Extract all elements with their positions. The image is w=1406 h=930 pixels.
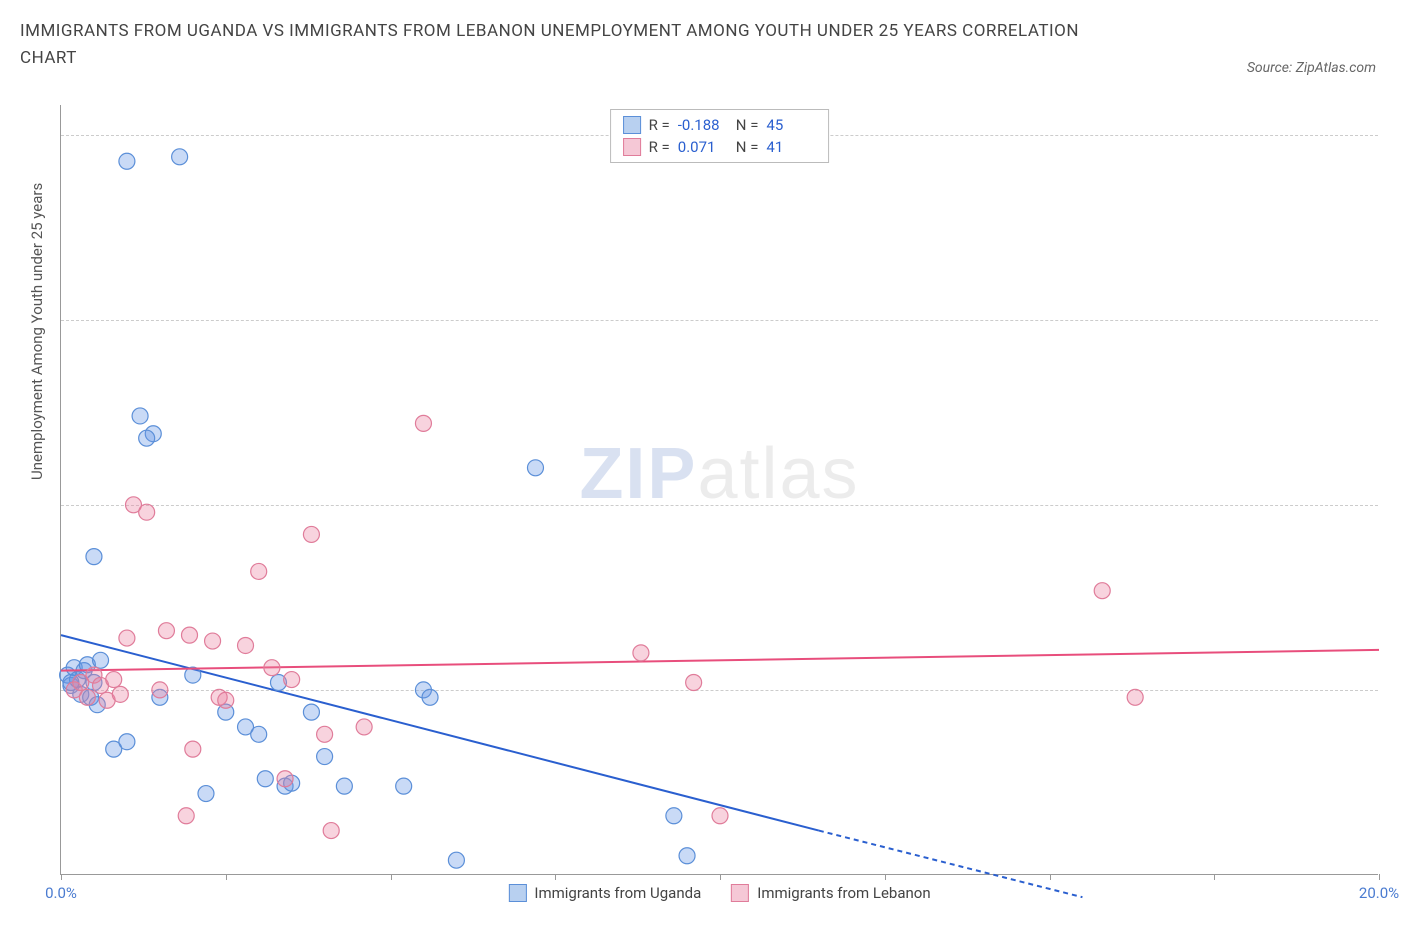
legend-swatch-lebanon-bottom <box>731 884 749 902</box>
scatter-point <box>633 645 649 661</box>
scatter-point <box>356 719 372 735</box>
legend-n-lebanon: 41 <box>766 138 816 156</box>
scatter-point <box>106 672 122 688</box>
scatter-point <box>172 149 188 165</box>
scatter-point <box>323 823 339 839</box>
chart-title: IMMIGRANTS FROM UGANDA VS IMMIGRANTS FRO… <box>20 18 1120 72</box>
scatter-point <box>317 749 333 765</box>
scatter-point <box>238 637 254 653</box>
scatter-point <box>284 672 300 688</box>
scatter-point <box>119 153 135 169</box>
scatter-point <box>257 771 273 787</box>
y-tick-label: 37.5% <box>1388 311 1406 329</box>
x-tick-label: 20.0% <box>1359 884 1399 902</box>
scatter-point <box>527 460 543 476</box>
legend-n-uganda: 45 <box>766 116 816 134</box>
y-axis-label: Unemployment Among Youth under 25 years <box>28 183 46 480</box>
scatter-point <box>666 808 682 824</box>
scatter-point <box>1094 583 1110 599</box>
legend-r-label: R = <box>649 116 670 134</box>
scatter-point <box>712 808 728 824</box>
plot-area: ZIPatlas 12.5%25.0%37.5%50.0%0.0%20.0% R… <box>60 105 1378 875</box>
scatter-point <box>396 778 412 794</box>
scatter-point <box>139 504 155 520</box>
scatter-point <box>139 430 155 446</box>
legend-row-lebanon: R = 0.071 N = 41 <box>623 136 817 158</box>
scatter-point <box>205 633 221 649</box>
scatter-point <box>86 549 102 565</box>
scatter-point <box>93 652 109 668</box>
scatter-point <box>119 734 135 750</box>
legend-item-lebanon: Immigrants from Lebanon <box>731 884 930 902</box>
legend-series: Immigrants from Uganda Immigrants from L… <box>508 884 930 902</box>
scatter-point <box>448 852 464 868</box>
scatter-point <box>422 689 438 705</box>
scatter-point <box>218 692 234 708</box>
legend-r-label: R = <box>649 138 670 156</box>
scatter-svg <box>61 105 1379 875</box>
scatter-point <box>277 771 293 787</box>
scatter-point <box>264 660 280 676</box>
scatter-point <box>686 675 702 691</box>
scatter-point <box>415 415 431 431</box>
scatter-point <box>112 686 128 702</box>
scatter-point <box>185 741 201 757</box>
scatter-point <box>198 786 214 802</box>
legend-item-uganda: Immigrants from Uganda <box>508 884 701 902</box>
scatter-point <box>317 726 333 742</box>
trend-line <box>61 650 1379 671</box>
scatter-point <box>251 726 267 742</box>
scatter-point <box>119 630 135 646</box>
legend-swatch-lebanon <box>623 138 641 156</box>
scatter-point <box>303 526 319 542</box>
legend-label-lebanon: Immigrants from Lebanon <box>757 884 930 902</box>
scatter-point <box>158 623 174 639</box>
legend-label-uganda: Immigrants from Uganda <box>534 884 701 902</box>
scatter-point <box>178 808 194 824</box>
y-tick-label: 50.0% <box>1388 126 1406 144</box>
legend-n-label: N = <box>736 138 759 156</box>
legend-swatch-uganda-bottom <box>508 884 526 902</box>
scatter-point <box>336 778 352 794</box>
x-tick-label: 0.0% <box>45 884 77 902</box>
legend-correlation: R = -0.188 N = 45 R = 0.071 N = 41 <box>610 109 830 163</box>
legend-r-uganda: -0.188 <box>678 116 728 134</box>
scatter-point <box>132 408 148 424</box>
legend-n-label: N = <box>736 116 759 134</box>
source-attribution: Source: ZipAtlas.com <box>1247 60 1376 76</box>
y-tick-label: 25.0% <box>1388 496 1406 514</box>
scatter-point <box>1127 689 1143 705</box>
legend-swatch-uganda <box>623 116 641 134</box>
scatter-point <box>182 627 198 643</box>
legend-row-uganda: R = -0.188 N = 45 <box>623 114 817 136</box>
scatter-point <box>679 848 695 864</box>
scatter-point <box>79 689 95 705</box>
y-tick-label: 12.5% <box>1388 681 1406 699</box>
x-tick <box>1379 874 1380 880</box>
scatter-point <box>303 704 319 720</box>
legend-r-lebanon: 0.071 <box>678 138 728 156</box>
scatter-point <box>152 682 168 698</box>
scatter-point <box>251 563 267 579</box>
